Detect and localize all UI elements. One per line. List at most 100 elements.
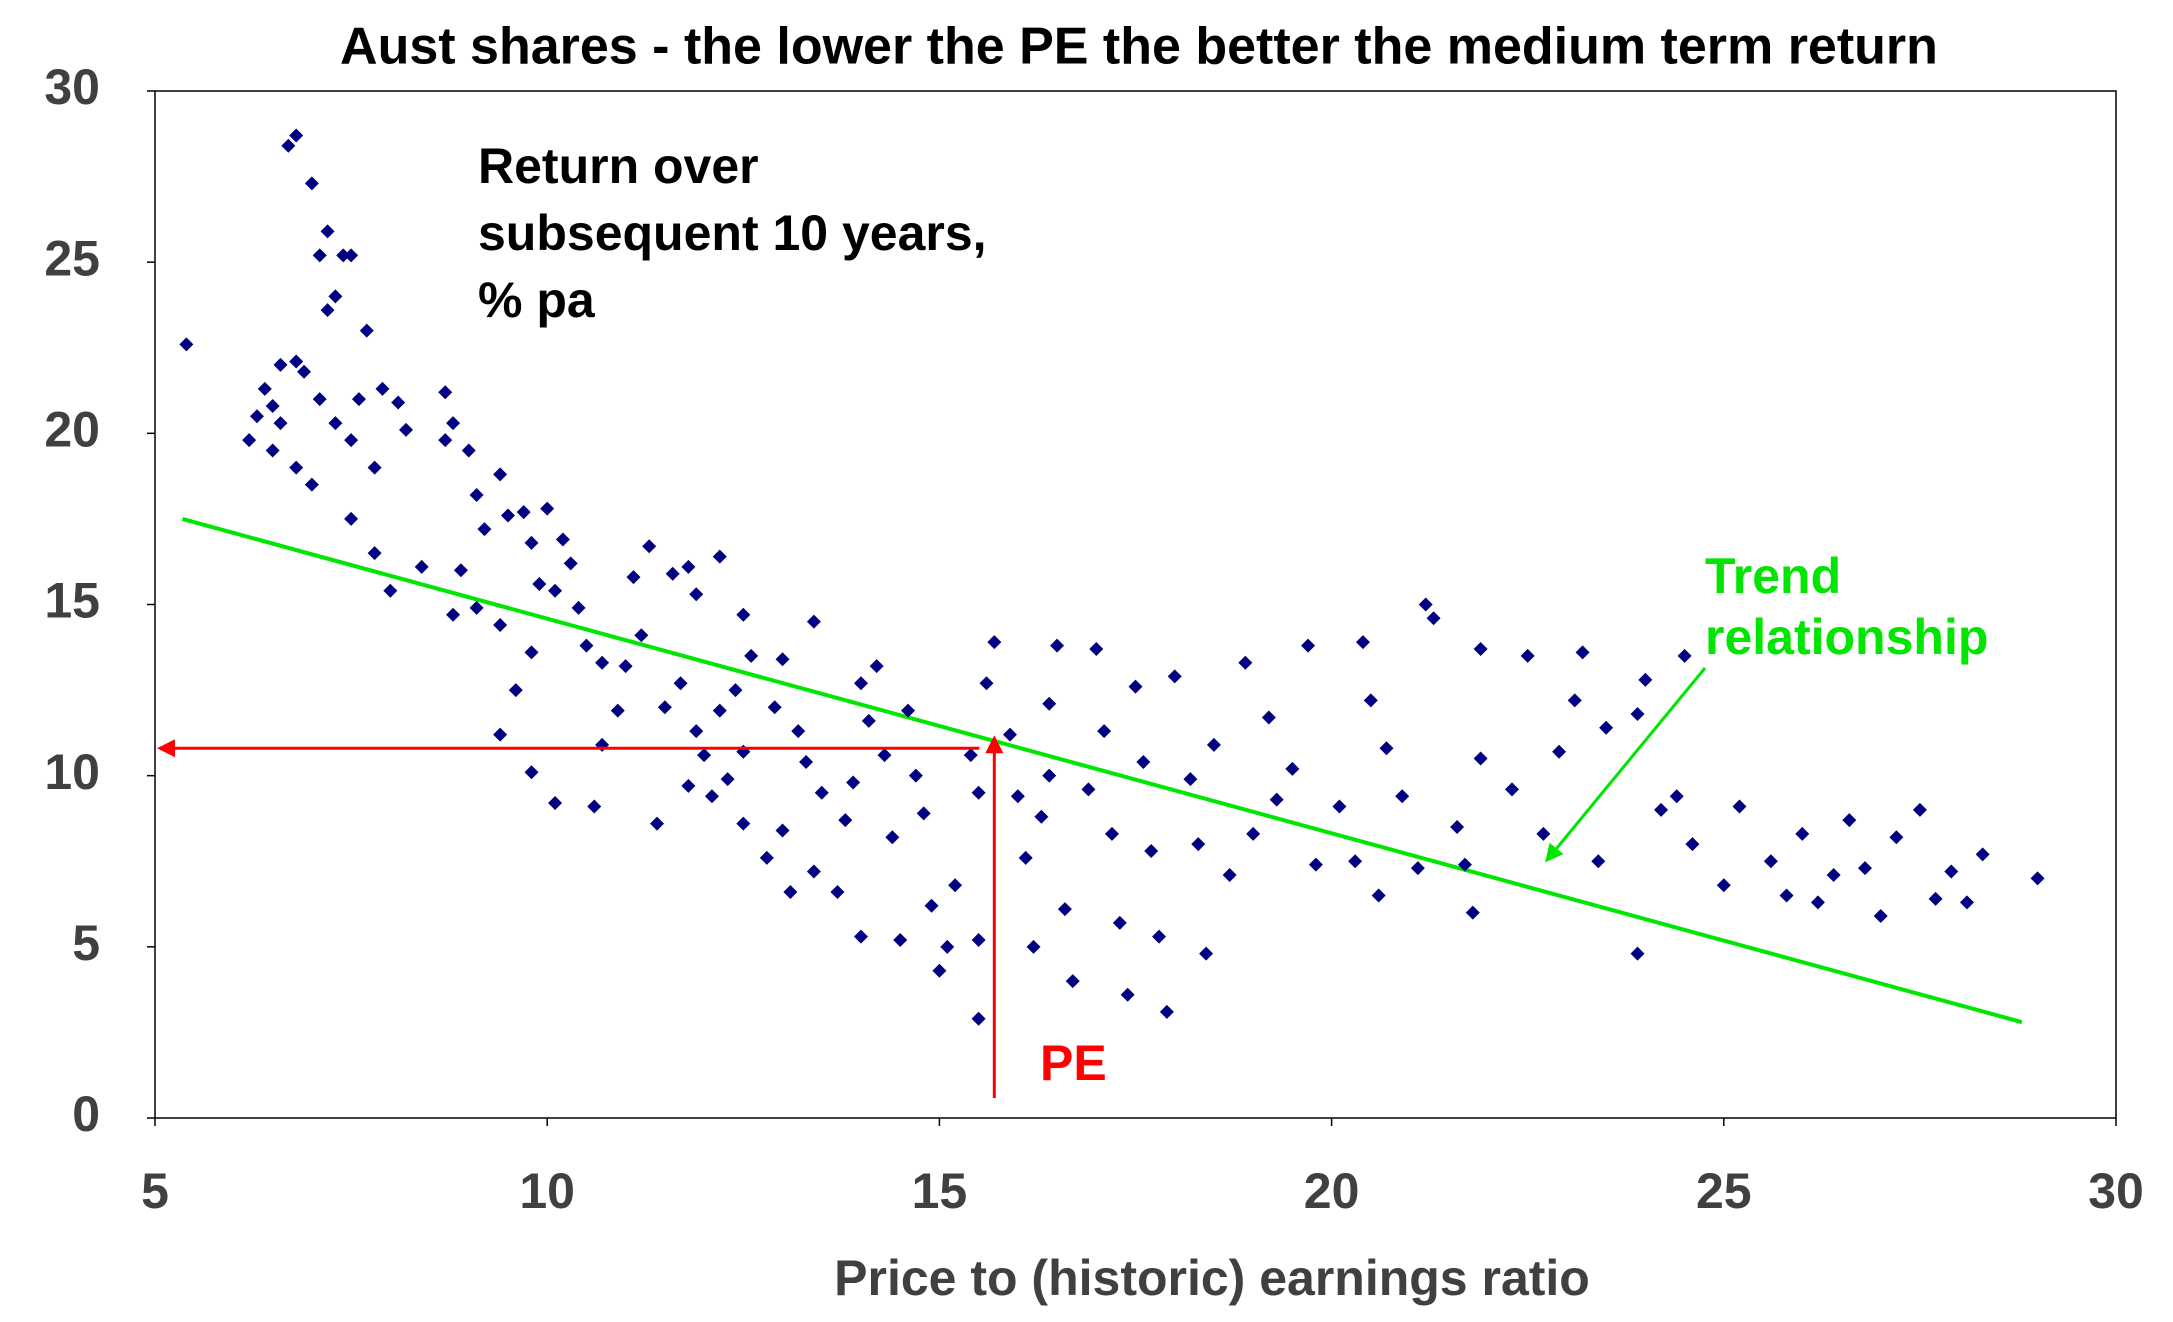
point: [563, 556, 578, 571]
point: [1065, 974, 1080, 989]
point: [438, 385, 453, 400]
point: [571, 600, 586, 615]
point: [1630, 707, 1645, 722]
point: [1685, 837, 1700, 852]
point: [1426, 611, 1441, 626]
x-tick-label: 15: [912, 1163, 968, 1219]
point: [1301, 638, 1316, 653]
point: [391, 395, 406, 410]
point: [869, 659, 884, 674]
point: [367, 546, 382, 561]
point: [1779, 888, 1794, 903]
point: [744, 648, 759, 663]
point: [351, 392, 366, 407]
point: [1206, 737, 1221, 752]
point: [1944, 864, 1959, 879]
point: [642, 539, 657, 554]
point: [265, 443, 280, 458]
point: [1199, 946, 1214, 961]
point: [1465, 905, 1480, 920]
point: [979, 676, 994, 691]
point: [1599, 720, 1614, 735]
point: [697, 748, 712, 763]
point: [1912, 802, 1927, 817]
point: [1081, 782, 1096, 797]
x-tick-label: 20: [1304, 1163, 1360, 1219]
point: [1716, 878, 1731, 893]
point: [901, 703, 916, 718]
point: [579, 638, 594, 653]
point: [328, 416, 343, 431]
point: [1355, 635, 1370, 650]
point: [1269, 792, 1284, 807]
point: [1654, 802, 1669, 817]
point: [1363, 693, 1378, 708]
point: [1763, 854, 1778, 869]
point: [681, 778, 696, 793]
point: [516, 505, 531, 520]
point: [657, 700, 672, 715]
point: [1591, 854, 1606, 869]
point: [1826, 867, 1841, 882]
point: [736, 607, 751, 622]
point: [720, 772, 735, 787]
point: [1677, 648, 1692, 663]
trend-label: Trend: [1705, 548, 1841, 604]
point: [924, 898, 939, 913]
point: [540, 501, 555, 516]
point: [1348, 854, 1363, 869]
point: [963, 748, 978, 763]
point: [1128, 679, 1143, 694]
point: [681, 559, 696, 574]
point: [273, 357, 288, 372]
point: [493, 467, 508, 482]
point: [1112, 915, 1127, 930]
annotation-line: % pa: [478, 272, 596, 328]
point: [548, 796, 563, 811]
point: [320, 303, 335, 318]
point: [1857, 861, 1872, 876]
point: [289, 128, 304, 143]
point: [1034, 809, 1049, 824]
point: [524, 645, 539, 660]
point: [414, 559, 429, 574]
point: [1285, 761, 1300, 776]
point: [383, 583, 398, 598]
point: [1669, 789, 1684, 804]
point: [1418, 597, 1433, 612]
point: [1222, 867, 1237, 882]
point: [1183, 772, 1198, 787]
x-tick-label: 30: [2088, 1163, 2144, 1219]
point: [1152, 929, 1167, 944]
point: [446, 607, 461, 622]
point: [806, 614, 821, 629]
point: [1732, 799, 1747, 814]
point: [320, 224, 335, 239]
y-tick-label: 0: [72, 1086, 100, 1142]
point: [1136, 754, 1151, 769]
point: [1873, 909, 1888, 924]
point: [806, 864, 821, 879]
point: [814, 785, 829, 800]
annotation-line: Return over: [478, 138, 759, 194]
point: [1159, 1004, 1174, 1019]
point: [1379, 741, 1394, 756]
point: [1450, 820, 1465, 835]
point: [1457, 857, 1472, 872]
pe-label: PE: [1040, 1035, 1107, 1091]
point: [916, 806, 931, 821]
point: [704, 789, 719, 804]
point: [1057, 902, 1072, 917]
point: [1089, 642, 1104, 657]
point: [273, 416, 288, 431]
y-tick-label: 30: [44, 59, 100, 115]
point: [783, 885, 798, 900]
x-tick-label: 10: [519, 1163, 575, 1219]
point: [1120, 987, 1135, 1002]
point: [971, 932, 986, 947]
point: [524, 535, 539, 550]
point: [477, 522, 492, 537]
point: [508, 683, 523, 698]
point: [375, 381, 390, 396]
point: [618, 659, 633, 674]
